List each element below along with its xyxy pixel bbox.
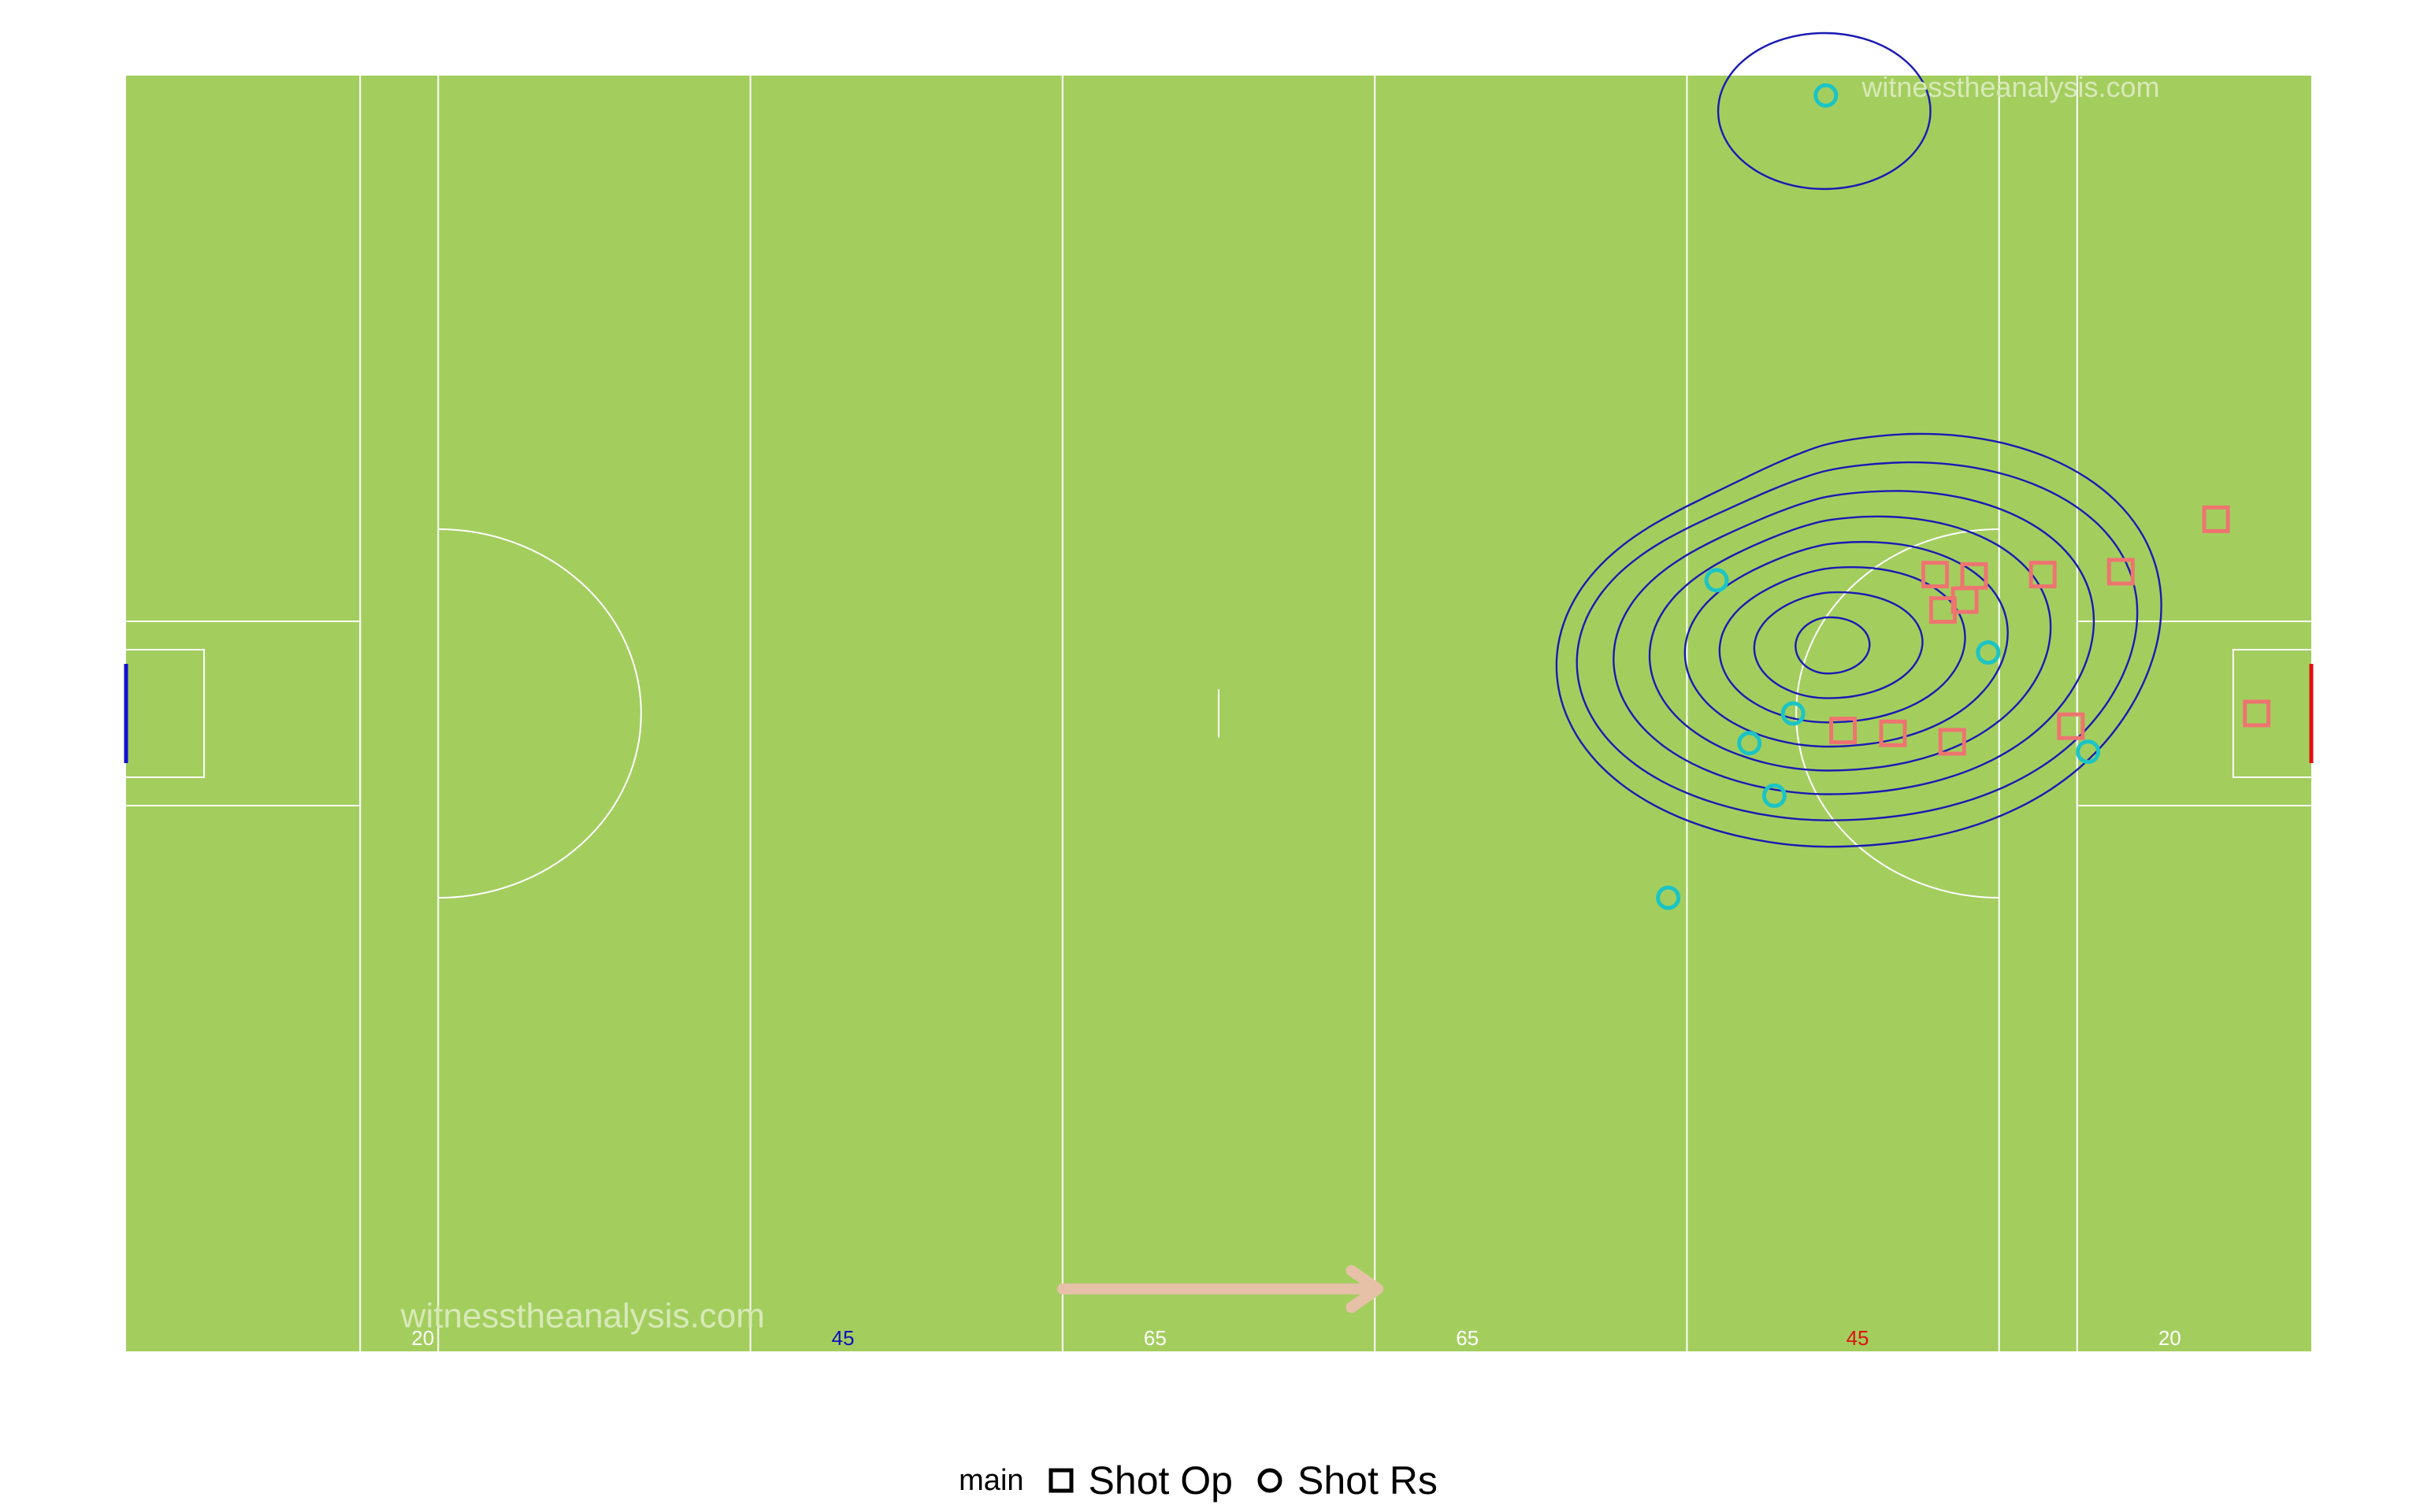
density-contour-2 [1753, 591, 1924, 699]
shot-op-point-9 [2202, 505, 2230, 533]
arrow-head [1345, 1265, 1384, 1314]
goal-markers [124, 664, 2314, 763]
small-box [126, 649, 206, 778]
density-contour-7 [1576, 461, 2139, 821]
distance-label-4: 65 [1456, 1326, 1479, 1350]
large-box [126, 621, 362, 806]
shot-op-point-7 [2028, 561, 2057, 589]
legend-item-shot-rs: Shot Rs [1256, 1458, 1438, 1503]
shot-rs-point-7 [2076, 739, 2101, 765]
shot-rs-point-8 [1656, 885, 1681, 910]
shot-op-point-5 [1950, 586, 1979, 614]
distance-labels: 20 45 65 65 45 20 [411, 1326, 2181, 1350]
circle-marker-icon [1256, 1467, 1283, 1494]
shot-op-point-12 [2243, 699, 2271, 728]
arc-left [438, 528, 642, 899]
density-contour-5 [1648, 515, 2052, 772]
distance-label-1: 20 [411, 1326, 434, 1350]
attack-direction-arrow [1056, 1265, 1384, 1314]
shot-rs-point-2 [1704, 568, 1729, 593]
shot-rs-point-1 [1813, 83, 1839, 108]
distance-label-5: 45 [1847, 1326, 1869, 1350]
density-contour-6 [1613, 490, 2095, 795]
distance-label-6: 20 [2158, 1326, 2181, 1350]
watermark-top: witnesstheanalysis.com [1861, 71, 2159, 103]
watermark-bottom: witnesstheanalysis.com [400, 1296, 765, 1335]
distance-label-3: 65 [1144, 1326, 1167, 1350]
shot-op-point-11 [2057, 712, 2085, 740]
density-contour-3 [1718, 565, 1966, 724]
density-contour-4 [1683, 540, 2009, 748]
distance-label-2: 45 [832, 1326, 855, 1350]
arc-right [1795, 528, 1999, 899]
small-box [2232, 649, 2311, 778]
density-contour-8 [1555, 432, 2162, 848]
shot-rs-point-3 [1780, 701, 1806, 726]
watermarks: witnesstheanalysis.com witnesstheanalysis… [400, 71, 2160, 1335]
shot-op-point-3 [1921, 561, 1949, 589]
shot-op-point-1 [1829, 717, 1858, 745]
legend-item-shot-op: Shot Op [1048, 1458, 1233, 1503]
shot-points [1656, 83, 2271, 910]
density-contour-top [1717, 32, 1932, 191]
density-contour-1 [1795, 616, 1871, 675]
legend-title: main [959, 1463, 1024, 1497]
legend-label-shot-rs: Shot Rs [1297, 1458, 1438, 1503]
legend: main Shot Op Shot Rs [0, 1453, 2420, 1508]
shot-op-point-10 [1938, 728, 1966, 756]
square-marker-icon [1048, 1467, 1075, 1494]
density-contours [1555, 32, 2162, 848]
shot-rs-point-6 [1976, 640, 2001, 665]
shot-rs-point-4 [1737, 731, 1762, 756]
shot-op-point-6 [1879, 719, 1907, 747]
shot-op-point-8 [2106, 558, 2135, 586]
legend-label-shot-op: Shot Op [1088, 1458, 1233, 1503]
shot-rs-point-5 [1761, 783, 1787, 808]
